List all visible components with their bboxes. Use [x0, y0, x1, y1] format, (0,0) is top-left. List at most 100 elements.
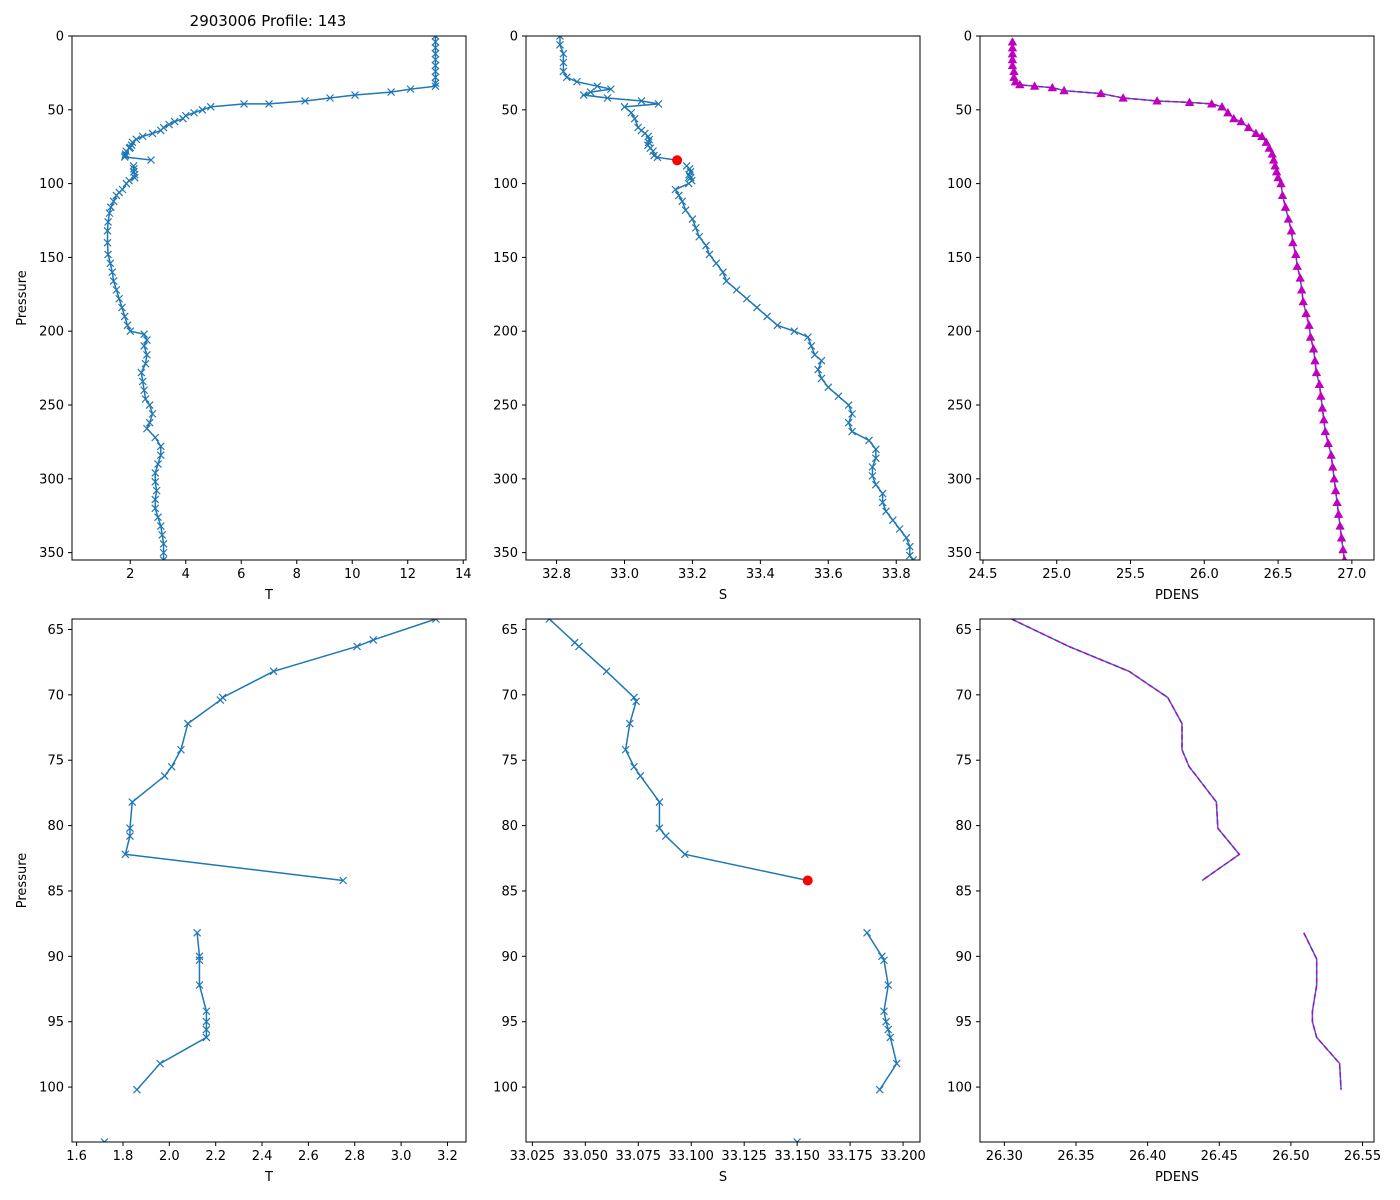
axes-frame	[525, 618, 921, 1143]
data-point-x-marker	[902, 533, 911, 542]
data-point-x-marker	[763, 312, 772, 321]
data-point-x-marker	[202, 1007, 211, 1016]
data-point-x-marker	[195, 956, 204, 965]
series-line	[1011, 41, 1346, 560]
data-point-x-marker	[630, 762, 638, 771]
data-point-x-marker	[606, 85, 615, 94]
plot-area	[103, 36, 440, 560]
data-point-triangle-marker	[1270, 161, 1280, 170]
data-point-x-marker	[121, 150, 130, 159]
x-tick-label: 25.5	[1116, 567, 1145, 582]
x-tick-label: 2.8	[344, 1149, 365, 1164]
data-point-triangle-marker	[1338, 544, 1348, 554]
data-point-triangle-marker	[1217, 102, 1227, 111]
data-point-x-marker	[138, 132, 147, 141]
axes-frame	[71, 618, 467, 1143]
flagged-point	[672, 155, 683, 166]
x-tick-label: 33.4	[746, 567, 775, 582]
data-point-x-marker	[431, 73, 440, 82]
data-point-x-marker	[269, 667, 278, 676]
data-point-x-marker	[158, 530, 167, 539]
data-point-x-marker	[387, 88, 396, 97]
data-point-x-marker	[152, 486, 161, 495]
x-tick-label: 2.0	[159, 1149, 180, 1164]
y-tick-label: 0	[964, 30, 972, 45]
x-tick-label: 8	[293, 567, 301, 582]
data-point-x-marker	[817, 374, 826, 383]
data-point-x-marker	[803, 333, 812, 342]
data-point-x-marker	[695, 232, 704, 241]
series-line	[674, 165, 914, 560]
data-point-x-marker	[202, 1033, 211, 1042]
data-point-x-marker	[848, 427, 856, 436]
data-point-triangle-marker	[1243, 122, 1254, 132]
data-point-x-marker	[632, 697, 641, 706]
x-tick-label: 33.150	[774, 1149, 820, 1164]
data-point-x-marker	[151, 495, 160, 504]
x-tick-label: 33.050	[563, 1149, 609, 1164]
data-point-x-marker	[121, 151, 130, 160]
y-tick-label: 250	[39, 399, 64, 414]
data-point-x-marker	[190, 108, 199, 117]
data-point-x-marker	[369, 635, 378, 644]
data-point-x-marker	[431, 79, 440, 88]
data-point-triangle-marker	[1314, 379, 1325, 388]
data-point-triangle-marker	[1096, 88, 1106, 98]
data-point-triangle-marker	[1326, 450, 1336, 459]
subplot-pdens-zoom: 26.30 26.35 26.40 26.45 26.50 26.55 65 70 75 80 85…	[947, 618, 1381, 1185]
x-tick-label: 26.5	[1264, 567, 1293, 582]
y-tick-label: 95	[47, 1015, 64, 1030]
data-point-x-marker	[753, 303, 761, 312]
data-point-triangle-marker	[1323, 438, 1333, 447]
y-tick-label: 300	[493, 472, 518, 487]
y-tick-label: 200	[39, 325, 64, 340]
x-tick-label: 14	[455, 567, 472, 582]
data-point-x-marker	[878, 489, 887, 498]
y-axis-label: Pressure	[15, 853, 30, 909]
data-point-x-marker	[142, 336, 151, 344]
data-point-x-marker	[671, 185, 680, 194]
series-line	[124, 619, 437, 882]
data-point-x-marker	[865, 436, 873, 445]
data-point-x-marker	[621, 745, 630, 754]
x-tick-label: 26.0	[1190, 567, 1219, 582]
data-point-triangle-marker	[1118, 93, 1128, 102]
data-point-x-marker	[142, 350, 151, 359]
y-tick-label: 65	[955, 623, 972, 638]
data-point-triangle-marker	[1291, 249, 1301, 259]
data-point-x-marker	[705, 250, 714, 259]
data-point-x-marker	[145, 418, 154, 427]
data-point-x-marker	[156, 1059, 164, 1068]
data-point-x-marker	[132, 1085, 141, 1094]
series-line	[548, 619, 808, 882]
data-point-triangle-marker	[1273, 172, 1283, 182]
data-point-x-marker	[625, 719, 634, 728]
subplot-t-full: 2 4 6 8 10 12 14 0 50 100 150 200 250 300 350 T Pressure	[15, 30, 471, 604]
data-point-x-marker	[159, 548, 168, 557]
series-line	[123, 36, 437, 161]
x-tick-label: 2	[126, 567, 134, 582]
y-tick-label: 100	[493, 177, 518, 192]
data-point-triangle-marker	[1336, 533, 1347, 542]
data-point-x-marker	[118, 303, 126, 312]
y-tick-label: 75	[501, 754, 518, 769]
data-point-x-marker	[326, 94, 334, 102]
plot-area	[556, 36, 918, 560]
data-point-x-marker	[868, 463, 877, 471]
data-point-x-marker	[688, 215, 697, 223]
data-point-x-marker	[586, 88, 595, 97]
x-tick-label: 3.2	[437, 1149, 458, 1164]
data-point-x-marker	[265, 99, 273, 108]
y-tick-label: 200	[947, 325, 972, 340]
data-point-x-marker	[888, 516, 897, 525]
data-point-x-marker	[123, 321, 132, 330]
data-point-x-marker	[431, 619, 440, 623]
data-point-x-marker	[109, 277, 118, 285]
data-point-x-marker	[137, 368, 146, 377]
data-point-x-marker	[627, 108, 636, 117]
data-point-x-marker	[871, 445, 880, 454]
x-tick-label: 1.6	[66, 1149, 87, 1164]
axes-frame	[979, 35, 1375, 561]
data-point-x-marker	[160, 771, 169, 780]
y-axis-label: Pressure	[15, 270, 30, 326]
